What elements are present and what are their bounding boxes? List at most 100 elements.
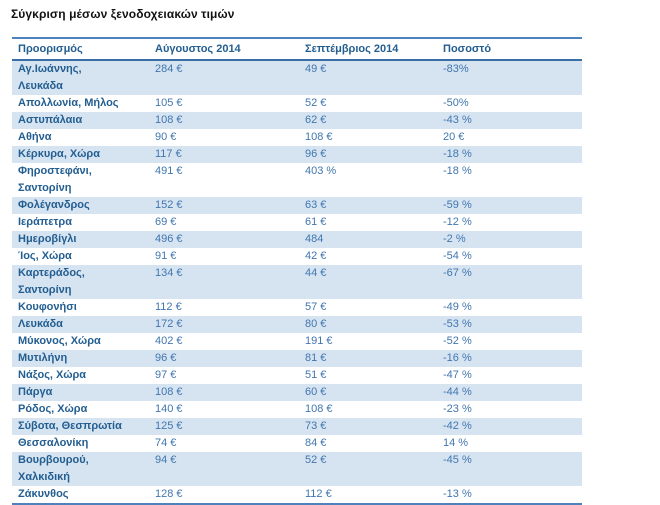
table-row: Μυτιλήνη 96 € 81 € -16 % bbox=[12, 350, 582, 367]
destination-cell: Καρτεράδος, Σαντορίνη bbox=[18, 267, 85, 296]
table-row: Φηροστεφάνι, Σαντορίνη 491 € 403 % -18 % bbox=[12, 163, 582, 197]
table-row: Ιεράπετρα 69 € 61 € -12 % bbox=[12, 214, 582, 231]
destination-cell: Μυτιλήνη bbox=[18, 352, 68, 364]
percent-cell: 20 € bbox=[443, 131, 465, 143]
august-price-cell: 74 € bbox=[155, 437, 177, 449]
percent-cell: -42 % bbox=[443, 420, 472, 432]
august-price-cell: 496 € bbox=[155, 233, 183, 245]
destination-cell: Αθήνα bbox=[18, 131, 52, 143]
page-title: Σύγκριση μέσων ξενοδοχειακών τιμών bbox=[11, 7, 235, 21]
percent-cell: -23 % bbox=[443, 403, 472, 415]
percent-cell: -2 % bbox=[443, 233, 466, 245]
percent-cell: -54 % bbox=[443, 250, 472, 262]
destination-cell: Φολέγανδρος bbox=[18, 199, 90, 211]
august-price-cell: 134 € bbox=[155, 267, 183, 279]
destination-cell: Κέρκυρα, Χώρα bbox=[18, 148, 100, 160]
table-row: Ημεροβίγλι 496 € 484 -2 % bbox=[12, 231, 582, 248]
september-price-cell: 81 € bbox=[305, 352, 327, 364]
august-price-cell: 140 € bbox=[155, 403, 183, 415]
september-price-cell: 96 € bbox=[305, 148, 327, 160]
table-body: Αγ.Ιωάννης, Λευκάδα 284 € 49 € -83% Απολ… bbox=[12, 60, 582, 504]
percent-cell: -18 % bbox=[443, 148, 472, 160]
august-price-cell: 112 € bbox=[155, 301, 182, 313]
percent-cell: -13 % bbox=[443, 488, 472, 500]
august-price-cell: 284 € bbox=[155, 63, 183, 75]
august-price-cell: 94 € bbox=[155, 454, 177, 466]
september-price-cell: 51 € bbox=[305, 369, 327, 381]
table-header: Προορισμός Αύγουστος 2014 Σεπτέμβριος 20… bbox=[12, 38, 582, 61]
table-row: Καρτεράδος, Σαντορίνη 134 € 44 € -67 % bbox=[12, 265, 582, 299]
september-price-cell: 49 € bbox=[305, 63, 327, 75]
table-row: Ζάκυνθος 128 € 112 € -13 % bbox=[12, 486, 582, 504]
table-row: Ρόδος, Χώρα 140 € 108 € -23 % bbox=[12, 401, 582, 418]
september-price-cell: 73 € bbox=[305, 420, 327, 432]
september-price-cell: 60 € bbox=[305, 386, 327, 398]
table-row: Αγ.Ιωάννης, Λευκάδα 284 € 49 € -83% bbox=[12, 60, 582, 95]
table-row: Βουρβουρού, Χαλκιδική 94 € 52 € -45 % bbox=[12, 452, 582, 486]
september-price-cell: 108 € bbox=[305, 131, 333, 143]
august-price-cell: 128 € bbox=[155, 488, 183, 500]
destination-cell: Ίος, Χώρα bbox=[18, 250, 72, 262]
destination-cell: Απολλωνία, Μήλος bbox=[18, 97, 119, 109]
percent-cell: -59 % bbox=[443, 199, 472, 211]
percent-cell: -52 % bbox=[443, 335, 472, 347]
september-price-cell: 108 € bbox=[305, 403, 333, 415]
september-price-cell: 191 € bbox=[305, 335, 333, 347]
destination-cell: Πάργα bbox=[18, 386, 53, 398]
destination-cell: Λευκάδα bbox=[18, 318, 63, 330]
destination-cell: Ιεράπετρα bbox=[18, 216, 72, 228]
destination-cell: Βουρβουρού, Χαλκιδική bbox=[18, 454, 89, 483]
destination-cell: Φηροστεφάνι, Σαντορίνη bbox=[18, 165, 92, 194]
table-row: Ίος, Χώρα 91 € 42 € -54 % bbox=[12, 248, 582, 265]
table-row: Θεσσαλονίκη 74 € 84 € 14 % bbox=[12, 435, 582, 452]
percent-cell: 14 % bbox=[443, 437, 469, 449]
september-price-cell: 63 € bbox=[305, 199, 327, 211]
percent-cell: -12 % bbox=[443, 216, 472, 228]
september-price-cell: 112 € bbox=[305, 488, 332, 500]
percent-cell: -50% bbox=[443, 97, 469, 109]
percent-cell: -43 % bbox=[443, 114, 472, 126]
percent-cell: -18 % bbox=[443, 165, 472, 177]
destination-cell: Αστυπάλαια bbox=[18, 114, 83, 126]
august-price-cell: 402 € bbox=[155, 335, 183, 347]
table-row: Αστυπάλαια 108 € 62 € -43 % bbox=[12, 112, 582, 129]
destination-cell: Σύβοτα, Θεσπρωτία bbox=[18, 420, 122, 432]
table-row: Κουφονήσι 112 € 57 € -49 % bbox=[12, 299, 582, 316]
september-price-cell: 52 € bbox=[305, 97, 327, 109]
august-price-cell: 491 € bbox=[155, 165, 183, 177]
price-comparison-table: Προορισμός Αύγουστος 2014 Σεπτέμβριος 20… bbox=[12, 37, 582, 505]
destination-cell: Κουφονήσι bbox=[18, 301, 77, 313]
august-price-cell: 125 € bbox=[155, 420, 183, 432]
september-price-cell: 80 € bbox=[305, 318, 327, 330]
september-price-cell: 84 € bbox=[305, 437, 327, 449]
percent-cell: -49 % bbox=[443, 301, 472, 313]
column-header-august-2014: Αύγουστος 2014 bbox=[149, 38, 299, 61]
destination-cell: Ρόδος, Χώρα bbox=[18, 403, 88, 415]
table-row: Λευκάδα 172 € 80 € -53 % bbox=[12, 316, 582, 333]
table-row: Κέρκυρα, Χώρα 117 € 96 € -18 % bbox=[12, 146, 582, 163]
destination-cell: Νάξος, Χώρα bbox=[18, 369, 87, 381]
destination-cell: Θεσσαλονίκη bbox=[18, 437, 89, 449]
percent-cell: -53 % bbox=[443, 318, 472, 330]
august-price-cell: 105 € bbox=[155, 97, 183, 109]
destination-cell: Μύκονος, Χώρα bbox=[18, 335, 101, 347]
september-price-cell: 484 bbox=[305, 233, 324, 245]
august-price-cell: 108 € bbox=[155, 114, 183, 126]
table-row: Νάξος, Χώρα 97 € 51 € -47 % bbox=[12, 367, 582, 384]
september-price-cell: 57 € bbox=[305, 301, 327, 313]
column-header-september-2014: Σεπτέμβριος 2014 bbox=[299, 38, 437, 61]
august-price-cell: 69 € bbox=[155, 216, 177, 228]
destination-cell: Ημεροβίγλι bbox=[18, 233, 77, 245]
august-price-cell: 108 € bbox=[155, 386, 183, 398]
table-row: Σύβοτα, Θεσπρωτία 125 € 73 € -42 % bbox=[12, 418, 582, 435]
august-price-cell: 152 € bbox=[155, 199, 183, 211]
september-price-cell: 52 € bbox=[305, 454, 327, 466]
percent-cell: -67 % bbox=[443, 267, 472, 279]
table-row: Φολέγανδρος 152 € 63 € -59 % bbox=[12, 197, 582, 214]
september-price-cell: 42 € bbox=[305, 250, 327, 262]
table-row: Πάργα 108 € 60 € -44 % bbox=[12, 384, 582, 401]
august-price-cell: 91 € bbox=[155, 250, 177, 262]
percent-cell: -44 % bbox=[443, 386, 472, 398]
percent-cell: -16 % bbox=[443, 352, 472, 364]
column-header-percent: Ποσοστό bbox=[437, 38, 582, 61]
